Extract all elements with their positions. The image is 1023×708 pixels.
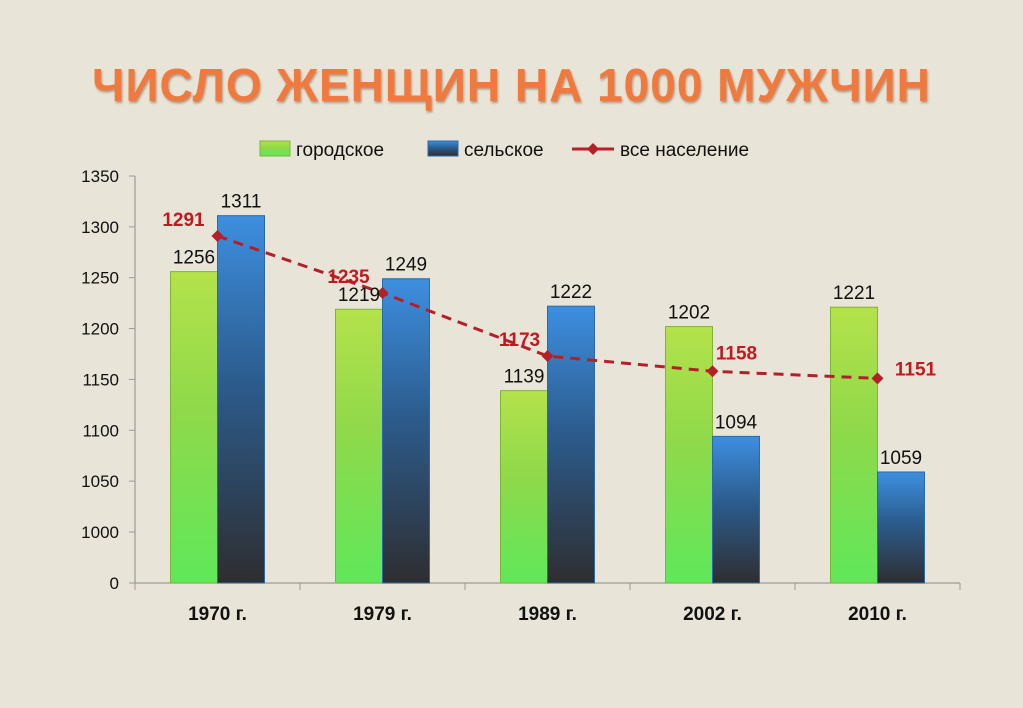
bar-urban — [170, 271, 218, 584]
bar-value-label: 1222 — [550, 282, 592, 303]
y-tick-label: 1200 — [81, 320, 119, 339]
y-tick-label: 0 — [110, 574, 119, 593]
population-marker — [376, 286, 389, 299]
y-tick-label: 1300 — [81, 218, 119, 237]
bar-value-label: 1311 — [221, 192, 262, 213]
y-tick-label: 1350 — [81, 167, 119, 186]
x-category-label: 1989 г. — [518, 604, 577, 625]
bar-rural — [547, 305, 595, 584]
bars — [170, 215, 925, 584]
x-category-label: 2002 г. — [683, 604, 742, 625]
legend-label-rural: сельское — [464, 140, 544, 161]
bar-value-label: 1256 — [173, 248, 215, 269]
bar-rural — [382, 278, 430, 584]
population-marker — [211, 230, 224, 243]
y-tick-label: 1150 — [82, 370, 119, 389]
chart-title: ЧИСЛО ЖЕНЩИН НА 1000 МУЖЧИН — [92, 59, 931, 111]
legend-label-total: все население — [620, 140, 749, 161]
population-value-label: 1158 — [716, 343, 757, 364]
population-value-label: 1235 — [327, 267, 370, 288]
bar-urban — [830, 306, 878, 584]
x-category-label: 1979 г. — [353, 604, 412, 625]
bar-rural — [217, 215, 265, 584]
bar-value-label: 1139 — [504, 367, 545, 388]
bar-value-label: 1059 — [880, 448, 922, 469]
population-marker — [871, 372, 884, 385]
population-value-label: 1151 — [895, 359, 937, 380]
population-marker — [706, 365, 719, 378]
bar-urban — [500, 390, 548, 584]
bar-rural — [712, 435, 760, 584]
population-value-label: 1291 — [162, 210, 205, 231]
bar-value-label: 1094 — [715, 412, 758, 433]
legend-swatch-rural — [427, 140, 459, 157]
legend-swatch-urban — [259, 140, 291, 157]
y-tick-label: 1100 — [82, 421, 119, 440]
y-tick-label: 1000 — [81, 523, 119, 542]
x-category-label: 2010 г. — [848, 604, 907, 625]
legend-marker-total — [587, 143, 599, 155]
y-tick-label: 1050 — [81, 472, 119, 491]
bar-value-label: 1219 — [338, 285, 380, 306]
x-category-label: 1970 г. — [188, 604, 247, 625]
bar-urban — [665, 326, 713, 584]
legend-label-urban: городское — [296, 140, 384, 161]
line-series — [211, 230, 884, 385]
bar-urban — [335, 308, 383, 584]
y-tick-label: 1250 — [81, 269, 119, 288]
bar-value-label: 1249 — [385, 255, 427, 276]
population-value-label: 1173 — [499, 330, 540, 351]
bar-value-label: 1221 — [833, 283, 875, 304]
data-labels: 1256 1219 1139 1202 1221 1311 1249 1222 1094 1059… — [162, 192, 936, 469]
bar-value-label: 1202 — [668, 303, 710, 324]
bar-rural — [877, 471, 925, 584]
legend: городское сельское все население — [259, 140, 749, 161]
population-marker — [541, 350, 554, 363]
